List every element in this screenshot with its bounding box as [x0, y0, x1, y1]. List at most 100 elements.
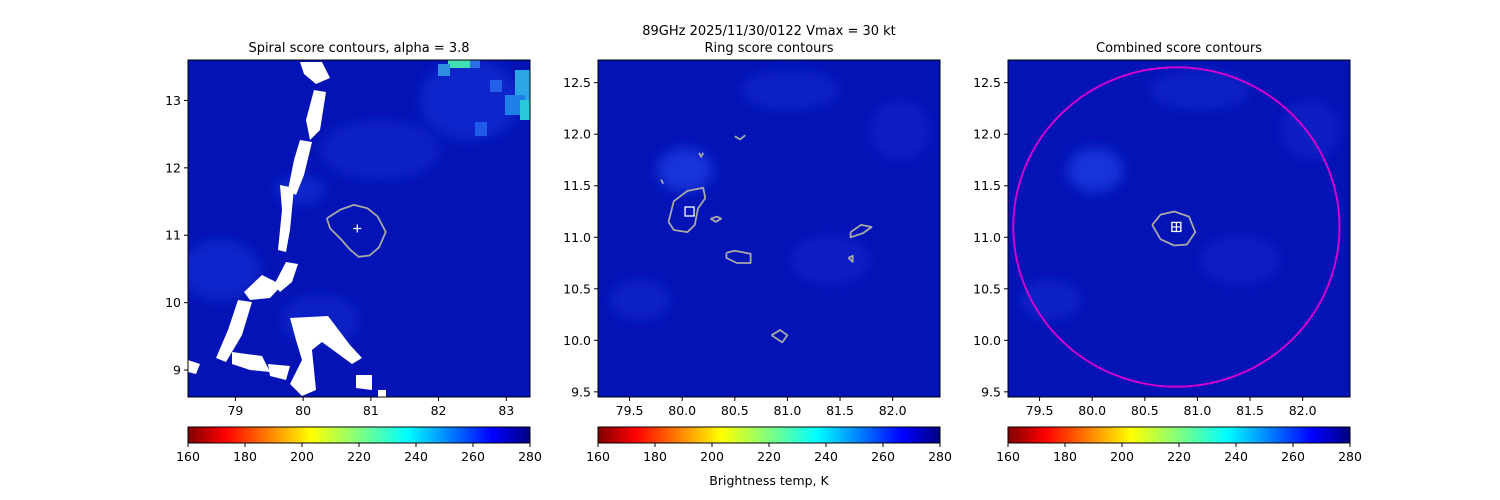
y-tick-label: 10.5	[563, 281, 591, 296]
y-tick-label: 12	[165, 160, 181, 175]
colorbar-tick-label: 280	[518, 449, 542, 464]
y-tick-label: 12.0	[563, 127, 591, 142]
panel-ring: Ring score contours 79.5 80.0 80.5 81.0 81.5…	[563, 41, 952, 488]
y-tick-label: 11.0	[563, 230, 591, 245]
x-tick-label: 81.0	[1183, 403, 1211, 418]
score-contour	[710, 215, 722, 223]
center-square-marker	[684, 206, 695, 217]
combined-colorbar: 160 180 200 220 240 260 280	[996, 426, 1362, 464]
ring-colorbar-bar	[597, 426, 941, 444]
x-tick-label: 79.5	[1026, 403, 1054, 418]
score-contour	[1151, 210, 1197, 247]
y-tick-label: 13	[165, 93, 181, 108]
spiral-no-data-mask	[188, 62, 386, 397]
spiral-x-ticks: 79 80 81 82 83	[227, 397, 514, 418]
colorbar-tick-label: 200	[290, 449, 314, 464]
y-tick-label: 9.5	[571, 384, 591, 399]
y-tick-label: 9	[173, 363, 181, 378]
spiral-colorbar-bar	[187, 426, 531, 444]
x-tick-label: 81	[363, 403, 379, 418]
colorbar-tick-label: 220	[1167, 449, 1191, 464]
score-contour	[847, 254, 854, 263]
x-tick-label: 83	[498, 403, 514, 418]
combined-center-marker	[1171, 221, 1182, 233]
colorbar-tick-label: 160	[586, 449, 610, 464]
y-tick-label: 10.0	[973, 333, 1001, 348]
colorbar-label: Brightness temp, K	[709, 473, 829, 488]
colorbar-tick-label: 160	[996, 449, 1020, 464]
score-contour	[698, 152, 705, 158]
combined-colorbar-ticks: 160 180 200 220 240 260 280	[996, 443, 1362, 464]
y-tick-label: 11.0	[973, 230, 1001, 245]
x-tick-label: 82.0	[879, 403, 907, 418]
score-contour	[667, 186, 707, 233]
x-tick-label: 82.0	[1289, 403, 1317, 418]
center-plus-marker	[353, 224, 362, 233]
colorbar-tick-label: 180	[643, 449, 667, 464]
x-tick-label: 82	[431, 403, 447, 418]
colorbar-tick-label: 240	[1224, 449, 1248, 464]
colorbar-tick-label: 220	[347, 449, 371, 464]
score-contour	[734, 134, 746, 141]
colorbar-tick-label: 180	[1053, 449, 1077, 464]
colorbar-tick-label: 160	[176, 449, 200, 464]
panel-combined: Combined score contours 79.5 80.0 80.5 81.0…	[973, 41, 1362, 464]
combined-contours	[1151, 210, 1197, 247]
y-tick-label: 12.5	[973, 75, 1001, 90]
score-contour	[771, 329, 789, 344]
spiral-center-marker	[353, 224, 362, 233]
y-tick-label: 11	[165, 228, 181, 243]
combined-image	[1008, 60, 1350, 397]
colorbar-tick-label: 280	[1338, 449, 1362, 464]
spiral-axes-frame	[187, 59, 531, 398]
colorbar-tick-label: 240	[814, 449, 838, 464]
panel-spiral: Spiral score contours, alpha = 3.8	[165, 41, 542, 464]
colorbar-tick-label: 260	[461, 449, 485, 464]
score-contour	[849, 224, 873, 239]
x-tick-label: 79.5	[616, 403, 644, 418]
ring-colorbar: 160 180 200 220 240 260 280 Brightness temp, K	[586, 426, 952, 488]
ring-colorbar-ticks: 160 180 200 220 240 260 280	[586, 443, 952, 464]
ring-contours	[660, 134, 873, 344]
spiral-colorbar: 160 180 200 220 240 260 280	[176, 426, 542, 464]
score-contour	[725, 249, 752, 264]
score-contour	[325, 204, 387, 258]
combined-y-ticks: 9.5 10.0 10.5 11.0 11.5 12.0 12.5	[973, 75, 1008, 399]
colorbar-tick-label: 240	[404, 449, 428, 464]
ring-texture	[610, 70, 930, 320]
spiral-colorbar-ticks: 160 180 200 220 240 260 280	[176, 443, 542, 464]
y-tick-label: 11.5	[973, 178, 1001, 193]
x-tick-label: 80.0	[1078, 403, 1106, 418]
colorbar-tick-label: 200	[1110, 449, 1134, 464]
colorbar-tick-label: 220	[757, 449, 781, 464]
y-tick-label: 10.0	[563, 333, 591, 348]
ring-x-ticks: 79.5 80.0 80.5 81.0 81.5 82.0	[616, 397, 907, 418]
colorbar-tick-label: 180	[233, 449, 257, 464]
x-tick-label: 80	[295, 403, 311, 418]
combined-texture	[1020, 70, 1340, 320]
y-tick-label: 10.5	[973, 281, 1001, 296]
ring-axes-frame	[597, 59, 941, 398]
spiral-image	[188, 60, 530, 397]
panel-title-spiral: Spiral score contours, alpha = 3.8	[248, 41, 469, 56]
combined-radius-circle	[1012, 66, 1341, 388]
x-tick-label: 79	[227, 403, 243, 418]
combined-axes-frame	[1007, 59, 1351, 398]
center-plus-marker	[1171, 222, 1181, 232]
x-tick-label: 81.0	[773, 403, 801, 418]
y-tick-label: 10	[165, 295, 181, 310]
y-tick-label: 9.5	[981, 384, 1001, 399]
y-tick-label: 11.5	[563, 178, 591, 193]
x-tick-label: 81.5	[826, 403, 854, 418]
x-tick-label: 81.5	[1236, 403, 1264, 418]
combined-x-ticks: 79.5 80.0 80.5 81.0 81.5 82.0	[1026, 397, 1317, 418]
ring-center-marker	[684, 206, 695, 217]
y-tick-label: 12.5	[563, 75, 591, 90]
ring-y-ticks: 9.5 10.0 10.5 11.0 11.5 12.0 12.5	[563, 75, 598, 399]
spiral-bright-pixels	[438, 60, 530, 136]
spiral-contours	[325, 204, 387, 258]
combined-colorbar-bar	[1007, 426, 1351, 444]
ring-image	[598, 60, 940, 397]
panel-title-ring: Ring score contours	[704, 41, 833, 56]
